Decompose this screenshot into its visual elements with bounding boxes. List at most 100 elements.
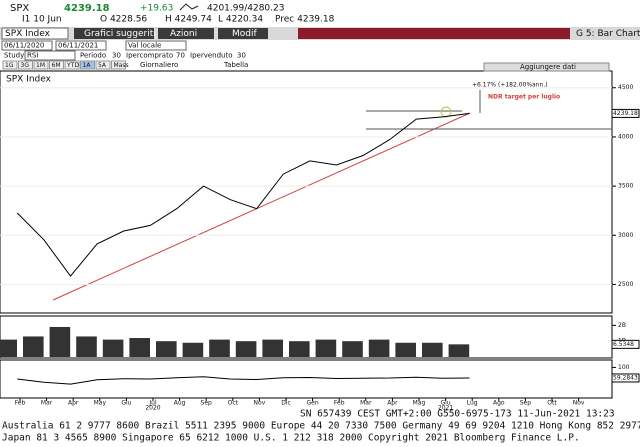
y-tick-label: 3500 xyxy=(618,183,633,190)
contacts: Japan 81 3 4565 8900 Singapore 65 6212 1… xyxy=(2,433,580,444)
x-tick-label: Sep xyxy=(520,400,532,407)
last-value: 4239.18 xyxy=(613,110,638,117)
button-label: Modif xyxy=(232,29,257,39)
frequency[interactable]: Giornaliero xyxy=(140,61,178,69)
legend: SPX Index xyxy=(6,75,52,85)
function: G 5: Bar Chart xyxy=(576,29,640,39)
x-tick-label: Giu xyxy=(441,400,451,407)
x-tick-label: Ago xyxy=(493,400,505,407)
bar xyxy=(342,341,363,357)
x-tick-label: Nov xyxy=(254,400,266,407)
bar xyxy=(315,339,337,357)
x-tick-label: Dic xyxy=(281,400,291,407)
currency: Val locale xyxy=(128,42,161,50)
range-button[interactable] xyxy=(2,60,18,70)
x-tick-label: Ott xyxy=(547,400,557,407)
range-label: YTD xyxy=(66,62,79,69)
bar xyxy=(76,336,97,357)
table-button[interactable]: Tabella xyxy=(223,61,248,69)
label: Ipercomprato xyxy=(126,52,173,60)
range-button[interactable] xyxy=(95,60,111,70)
range-button[interactable] xyxy=(33,60,49,70)
bar xyxy=(235,341,257,357)
last-value-box xyxy=(611,339,640,349)
range-label: 1G xyxy=(5,62,14,69)
label: Study xyxy=(4,52,24,60)
bar xyxy=(23,336,44,357)
bar xyxy=(422,342,443,357)
button-label: Grafici suggeriti xyxy=(84,29,156,39)
high: H 4249.74 xyxy=(165,15,212,25)
sparkline xyxy=(179,3,199,11)
time: I1 10 Jun xyxy=(22,15,62,25)
currency-field[interactable] xyxy=(125,40,187,51)
bar xyxy=(129,338,150,357)
line xyxy=(16,112,470,277)
y-tick-label: 2500 xyxy=(618,281,633,288)
bar xyxy=(0,339,18,357)
annotation: +6.17% (+182.00%ann.) xyxy=(472,82,548,89)
button-label: Azioni xyxy=(170,29,197,39)
price-panel xyxy=(0,70,613,314)
last-value-box xyxy=(611,108,640,118)
x-tick-label: Nov xyxy=(573,400,585,407)
x-tick-label: Apr xyxy=(387,400,398,407)
study-field[interactable] xyxy=(24,50,76,61)
highlight xyxy=(440,106,452,118)
period: 30 xyxy=(112,52,121,60)
button[interactable] xyxy=(218,28,268,39)
range-button[interactable] xyxy=(111,60,126,70)
label: Periodo xyxy=(80,52,106,60)
range-label: 1A xyxy=(83,62,92,69)
range-button[interactable] xyxy=(64,60,80,70)
volume-panel xyxy=(0,315,613,359)
title-bar xyxy=(298,28,570,39)
date-field[interactable] xyxy=(55,40,107,51)
label: Ipervenduto xyxy=(190,52,233,60)
last-price: 4239.18 xyxy=(64,3,110,14)
last-value: 59.2843 xyxy=(613,374,638,381)
range-buttons: 1G 3G 1M 6M YTD 1A 5A Mass xyxy=(2,60,129,70)
bar xyxy=(156,341,177,357)
day-range: 4201.99/4280.23 xyxy=(207,4,284,14)
bar xyxy=(182,342,204,357)
y-tick-label: 4500 xyxy=(618,84,633,91)
open: O 4228.56 xyxy=(100,15,147,25)
trend-line xyxy=(52,112,471,301)
range-button[interactable] xyxy=(49,60,64,70)
security-field[interactable] xyxy=(1,27,69,40)
x-tick-label: Apr xyxy=(68,400,79,407)
overbought: 70 xyxy=(176,52,185,60)
bar xyxy=(448,344,470,357)
x-tick-label: Feb xyxy=(334,400,345,407)
x-tick-label: Giu xyxy=(121,400,131,407)
annotation: NDR target per luglio xyxy=(488,94,560,101)
y-tick-label: 100 xyxy=(618,364,630,371)
x-tick-label: Mar xyxy=(41,400,53,407)
range-button[interactable] xyxy=(18,60,33,70)
range-button[interactable] xyxy=(80,60,95,70)
bar xyxy=(209,339,230,357)
bar xyxy=(395,342,416,357)
year-label: 2021 xyxy=(438,405,453,412)
y-tick-label: 3000 xyxy=(618,232,633,239)
line xyxy=(17,376,470,385)
date-field[interactable] xyxy=(1,40,53,51)
contacts: Australia 61 2 9777 8600 Brazil 5511 239… xyxy=(2,421,640,432)
x-tick-label: Sep xyxy=(201,400,213,407)
y-tick-label: 4000 xyxy=(618,133,633,140)
x-tick-label: Gen xyxy=(307,400,319,407)
x-tick-label: Jul xyxy=(148,400,157,407)
ticker: SPX xyxy=(10,3,29,14)
range-label: 6M xyxy=(52,62,61,69)
change: +19.63 xyxy=(140,4,173,14)
add-data[interactable] xyxy=(483,62,610,72)
button[interactable] xyxy=(158,28,214,39)
button[interactable] xyxy=(74,28,154,39)
x-tick-label: May xyxy=(94,400,107,407)
year-label: 2020 xyxy=(145,405,160,412)
y-tick-label: 2B xyxy=(618,322,626,329)
